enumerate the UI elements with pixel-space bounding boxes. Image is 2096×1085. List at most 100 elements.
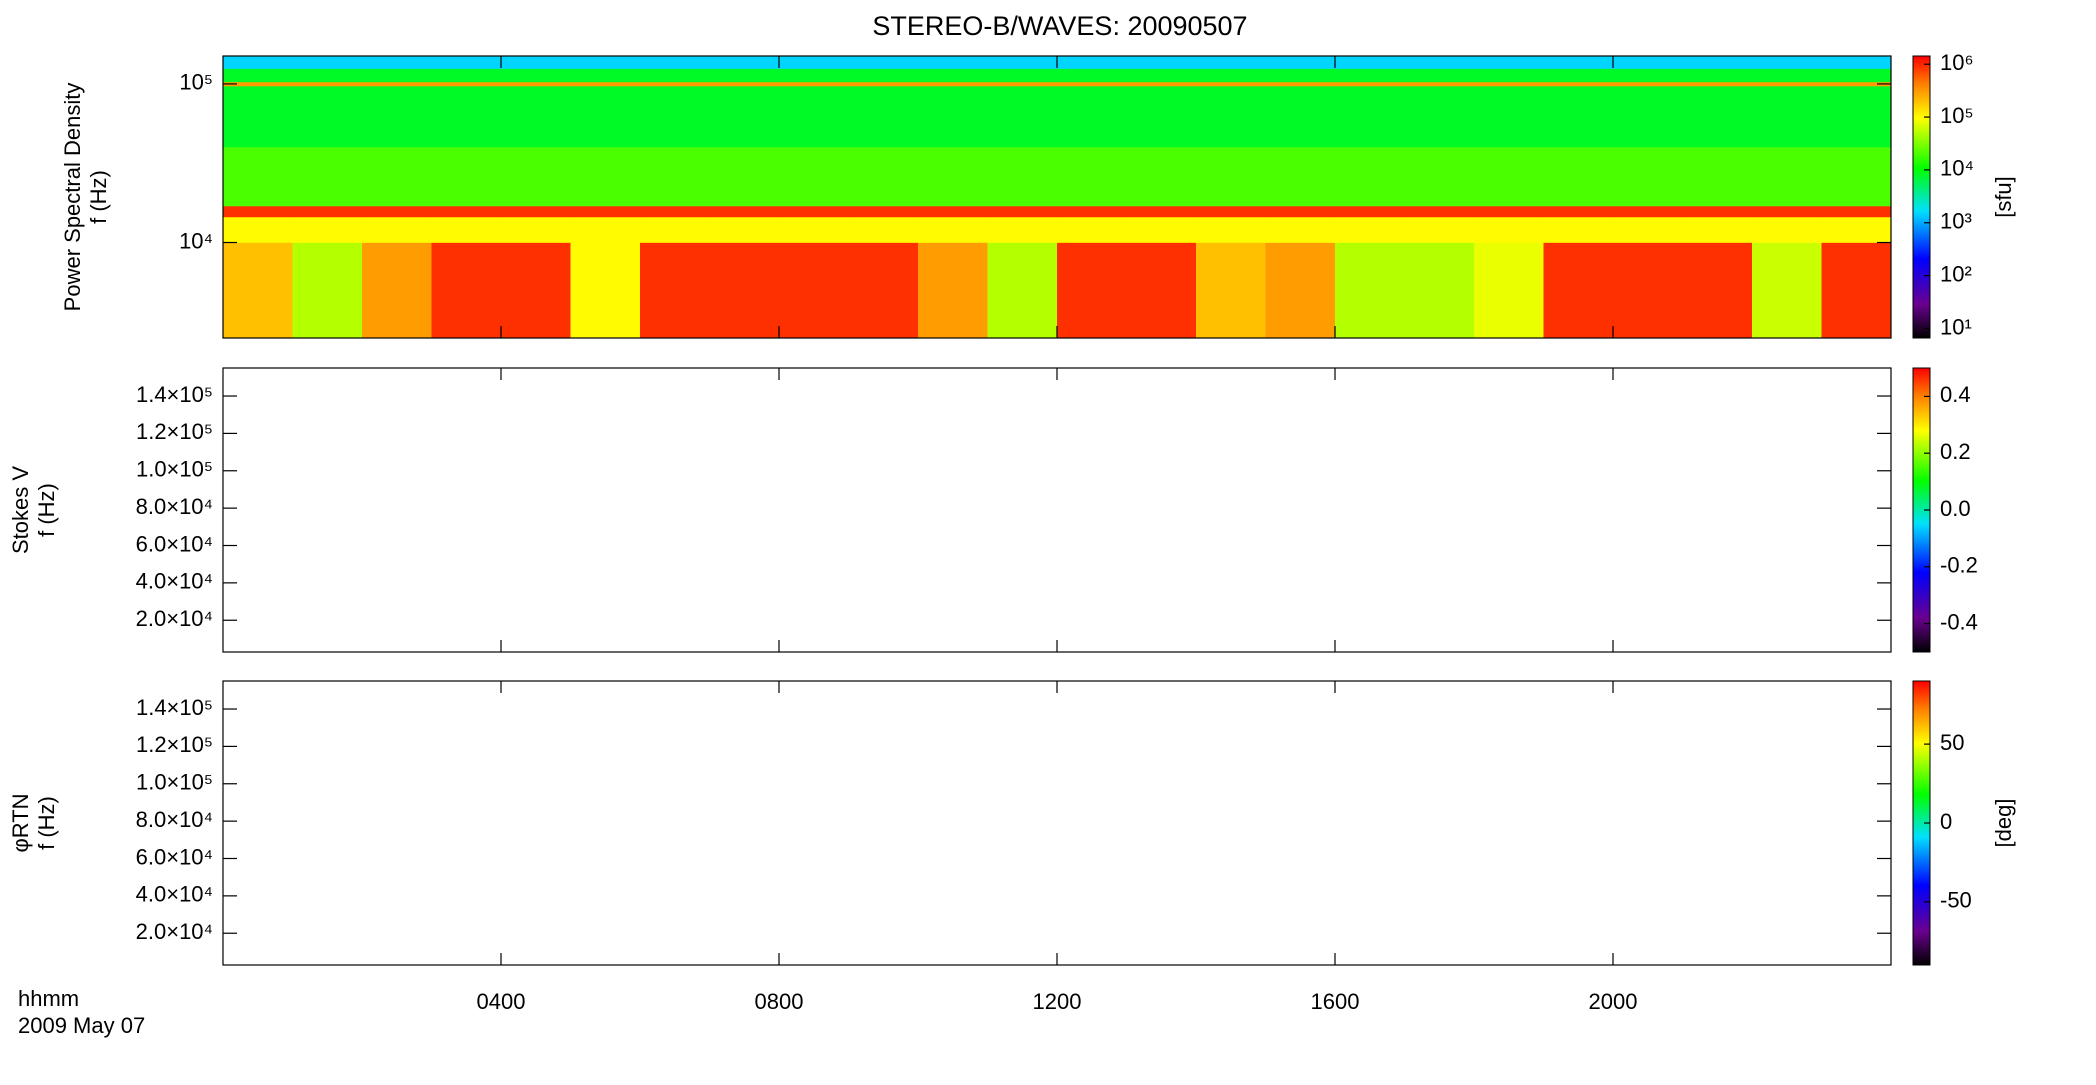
- heatmap-cell: [779, 86, 849, 148]
- heatmap-cell: [362, 216, 432, 243]
- y-tick-label: 10⁴: [179, 228, 213, 253]
- heatmap-cell: [1335, 56, 1405, 69]
- heatmap-cell: [1821, 216, 1892, 243]
- heatmap-cell: [1752, 147, 1822, 207]
- heatmap-cell: [1126, 81, 1197, 87]
- colorbar-tick-label: -0.2: [1940, 553, 1978, 578]
- heatmap-cell: [1057, 56, 1127, 69]
- heatmap-cell: [431, 68, 502, 83]
- heatmap-cell: [1196, 147, 1266, 207]
- heatmap-cell: [1543, 147, 1614, 207]
- heatmap-cell: [1265, 56, 1336, 69]
- heatmap-cell: [1057, 216, 1127, 243]
- heatmap-cell: [1752, 86, 1822, 148]
- heatmap-cell: [640, 56, 710, 69]
- heatmap-cell: [362, 205, 432, 218]
- heatmap-cell: [1613, 147, 1683, 207]
- y-tick-label: 6.0×10⁴: [136, 531, 213, 556]
- y-tick-label: 8.0×10⁴: [136, 494, 213, 519]
- heatmap-cell: [570, 68, 641, 83]
- heatmap-cell: [1682, 242, 1753, 339]
- heatmap-cell: [1474, 56, 1544, 69]
- heatmap-cell: [1335, 147, 1405, 207]
- heatmap-cell: [709, 242, 780, 339]
- heatmap-cell: [709, 68, 780, 83]
- date-label: 2009 May 07: [18, 1013, 145, 1038]
- heatmap-cell: [292, 205, 363, 218]
- heatmap-cell: [1126, 56, 1197, 69]
- heatmap-cell: [1404, 86, 1475, 148]
- heatmap-cell: [1265, 216, 1336, 243]
- heatmap-cell: [1126, 147, 1197, 207]
- heatmap-cell: [918, 81, 988, 87]
- heatmap-cell: [1752, 81, 1822, 87]
- colorbar-tick-label: 0: [1940, 809, 1952, 834]
- heatmap-cell: [1057, 86, 1127, 148]
- y-tick-label: 1.2×10⁵: [136, 732, 213, 757]
- heatmap-cell: [1335, 242, 1405, 339]
- heatmap-cell: [223, 56, 293, 69]
- heatmap-cell: [1126, 68, 1197, 83]
- heatmap-cell: [1474, 205, 1544, 218]
- y-tick-label: 4.0×10⁴: [136, 569, 213, 594]
- heatmap-cell: [918, 216, 988, 243]
- heatmap-cell: [1265, 81, 1336, 87]
- heatmap-cell: [1404, 242, 1475, 339]
- heatmap-cell: [223, 81, 293, 87]
- heatmap-cell: [709, 205, 780, 218]
- heatmap-cell: [848, 56, 919, 69]
- heatmap-cell: [1474, 81, 1544, 87]
- heatmap-cell: [1821, 86, 1892, 148]
- heatmap-cell: [709, 147, 780, 207]
- heatmap-cell: [362, 147, 432, 207]
- y-tick-label: 10⁵: [179, 70, 213, 95]
- heatmap-cell: [1474, 68, 1544, 83]
- heatmap-cell: [1752, 56, 1822, 69]
- heatmap-cell: [1265, 68, 1336, 83]
- heatmap-cell: [1821, 147, 1892, 207]
- heatmap-cell: [987, 216, 1058, 243]
- heatmap-cell: [848, 216, 919, 243]
- heatmap-cell: [1126, 205, 1197, 218]
- heatmap-cell: [918, 242, 988, 339]
- heatmap-cell: [223, 242, 293, 339]
- y-tick-label: 6.0×10⁴: [136, 844, 213, 869]
- colorbar-tick-label: 10⁵: [1940, 103, 1974, 128]
- heatmap-cell: [848, 205, 919, 218]
- y-tick-label: 1.0×10⁵: [136, 770, 213, 795]
- y-tick-label: 1.4×10⁵: [136, 382, 213, 407]
- heatmap-cell: [987, 81, 1058, 87]
- heatmap-cell: [640, 205, 710, 218]
- heatmap-cell: [709, 56, 780, 69]
- heatmap-cell: [987, 205, 1058, 218]
- x-tick-label: 0800: [755, 989, 804, 1014]
- heatmap-cell: [1613, 56, 1683, 69]
- heatmap-cell: [1613, 81, 1683, 87]
- heatmap-cell: [1613, 68, 1683, 83]
- heatmap-cell: [362, 81, 432, 87]
- heatmap-cell: [1057, 242, 1127, 339]
- heatmap-cell: [1821, 68, 1892, 83]
- colorbar-tick-label: 10³: [1940, 209, 1972, 234]
- colorbar-tick-label: 0.2: [1940, 439, 1971, 464]
- heatmap-cell: [640, 68, 710, 83]
- y-axis-label: φRTN: [8, 793, 33, 852]
- plot-frame: [222, 680, 1892, 966]
- heatmap-cell: [501, 242, 571, 339]
- heatmap-cell: [1057, 205, 1127, 218]
- heatmap-cell: [848, 242, 919, 339]
- heatmap-cell: [918, 86, 988, 148]
- y-tick-label: 8.0×10⁴: [136, 807, 213, 832]
- x-tick-label: 1200: [1033, 989, 1082, 1014]
- heatmap-cell: [1335, 216, 1405, 243]
- heatmap-cell: [1126, 242, 1197, 339]
- x-axis-label: hhmm: [18, 986, 79, 1011]
- heatmap-cell: [570, 216, 641, 243]
- heatmap-cell: [779, 147, 849, 207]
- plot-frame: [222, 367, 1892, 653]
- heatmap-cell: [987, 242, 1058, 339]
- heatmap-cell: [987, 68, 1058, 83]
- heatmap-cell: [1543, 205, 1614, 218]
- heatmap-cell: [918, 147, 988, 207]
